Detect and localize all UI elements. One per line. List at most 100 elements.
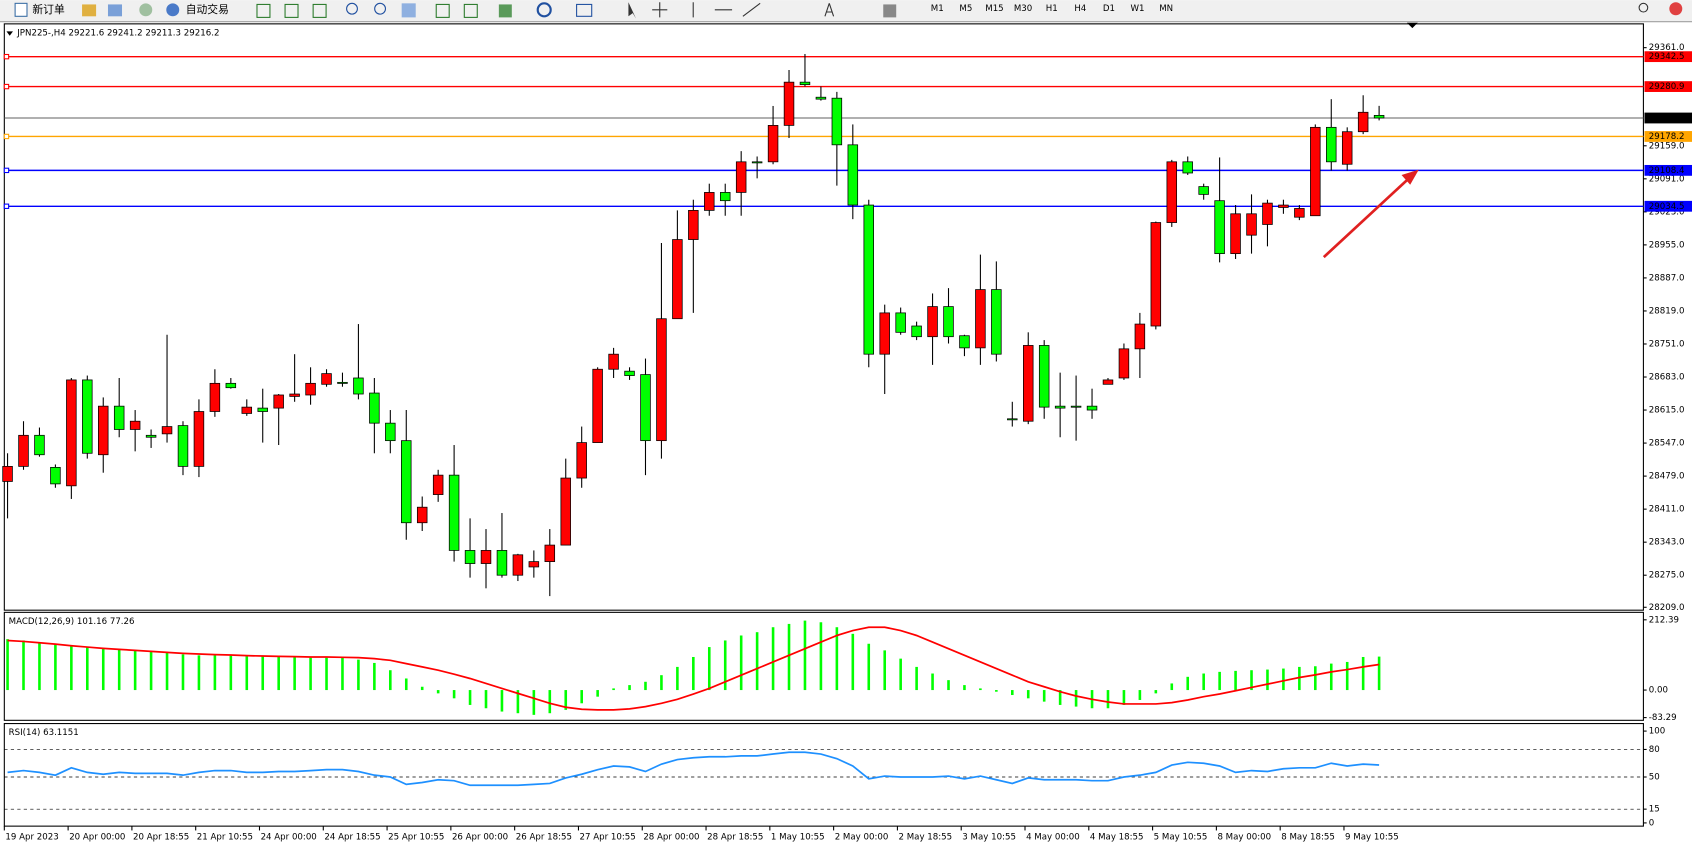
level-handle: [3, 53, 10, 60]
y-tick-label: 28683.0: [1649, 373, 1685, 383]
icon[interactable]: [284, 3, 299, 18]
y-tick-label: 80: [1649, 745, 1660, 755]
candle-body: [1278, 204, 1289, 208]
candle-body: [305, 382, 316, 396]
timeframe-button[interactable]: M5: [959, 4, 972, 14]
icon[interactable]: [435, 3, 450, 18]
icon[interactable]: [107, 4, 123, 17]
signal-value: 77.26: [110, 616, 135, 626]
search-icon[interactable]: [1638, 2, 1649, 13]
y-tick-label: 29023.0: [1649, 207, 1685, 217]
histogram-bar: [931, 673, 934, 691]
candle-body: [1341, 131, 1353, 165]
histogram-bar: [1298, 666, 1301, 691]
timeframe-button[interactable]: W1: [1131, 4, 1145, 14]
icon[interactable]: [463, 3, 478, 18]
x-tick-label: 2 May 18:55: [898, 832, 952, 842]
icon[interactable]: [401, 3, 416, 18]
y-tick-label: 0: [1649, 818, 1654, 828]
histogram-bar: [1138, 690, 1142, 700]
candle-body: [927, 306, 938, 338]
icon[interactable]: [139, 3, 153, 17]
candle-body: [225, 382, 237, 389]
y-tick-label: 28955.0: [1649, 240, 1685, 250]
timeframe-button[interactable]: M1: [931, 4, 944, 14]
level-tag: [1644, 81, 1692, 92]
y-tick-label: -83.29: [1649, 713, 1677, 723]
candle-body: [991, 289, 1002, 355]
x-tick-label: 24 Apr 00:00: [261, 832, 317, 842]
candle-body: [289, 393, 300, 397]
icon[interactable]: [256, 3, 271, 18]
icon[interactable]: [346, 2, 358, 15]
histogram-bar: [389, 670, 392, 691]
main-pane: [3, 23, 1644, 611]
auto-trading-button[interactable]: 自动交易: [166, 3, 229, 17]
histogram-bar: [70, 645, 73, 691]
candle-body: [2, 466, 13, 482]
histogram-bar: [787, 623, 791, 691]
histogram-bar: [500, 690, 504, 712]
candle-body: [1054, 405, 1066, 409]
timeframe-button[interactable]: M30: [1014, 4, 1032, 14]
candle-body: [257, 407, 268, 412]
candle-body: [863, 204, 874, 355]
histogram-bar: [1282, 668, 1285, 691]
x-tick-label: 3 May 10:55: [962, 832, 1016, 842]
icon[interactable]: [883, 4, 897, 18]
annotation-arrow: [1322, 169, 1419, 259]
histogram-bar: [1345, 661, 1349, 691]
timeframe-button[interactable]: M15: [985, 4, 1003, 14]
icon[interactable]: [498, 4, 512, 18]
histogram-bar: [596, 690, 599, 697]
icon[interactable]: [652, 2, 668, 18]
histogram-bar: [803, 620, 807, 691]
close-value: 29216.2: [184, 28, 220, 38]
icon[interactable]: [312, 3, 327, 18]
icon[interactable]: [824, 3, 835, 17]
candle-body: [448, 474, 460, 551]
icon[interactable]: [576, 3, 593, 17]
histogram-bar: [707, 647, 711, 691]
candle-body: [672, 239, 683, 320]
candle-body: [1246, 213, 1257, 236]
timeframe-button[interactable]: H4: [1074, 4, 1086, 14]
candle-body: [50, 466, 61, 485]
histogram-bar: [197, 655, 201, 691]
histogram-bar: [771, 627, 775, 691]
timeframe-button[interactable]: MN: [1159, 4, 1173, 14]
candle-body: [783, 81, 795, 126]
level-handle: [3, 133, 10, 140]
last-price-tag: [1644, 112, 1692, 124]
timeframe-button[interactable]: D1: [1103, 4, 1115, 14]
level-tag: [1644, 51, 1692, 63]
candle-body: [1214, 200, 1225, 255]
icon[interactable]: [536, 2, 552, 18]
candle-body: [401, 440, 412, 524]
icon[interactable]: [374, 2, 387, 15]
y-tick-label: 100: [1649, 727, 1665, 737]
histogram-bar: [851, 633, 855, 691]
timeframe-button[interactable]: H1: [1046, 4, 1058, 14]
candle-body: [1007, 418, 1018, 421]
candle-body: [129, 420, 141, 430]
candle-body: [480, 550, 492, 564]
candle-body: [640, 374, 651, 442]
histogram-bar: [979, 688, 982, 691]
candle-body: [416, 506, 428, 524]
icon[interactable]: [628, 2, 636, 19]
histogram-bar: [867, 643, 871, 691]
histogram-bar: [1218, 671, 1221, 691]
candle-body: [656, 318, 667, 442]
candle-body: [544, 544, 556, 562]
new-order-button[interactable]: 新订单: [14, 2, 65, 17]
y-tick-label: 28209.0: [1649, 603, 1685, 613]
histogram-bar: [516, 690, 520, 714]
candle-body: [98, 405, 109, 456]
candle-body: [719, 192, 731, 202]
histogram-bar: [676, 666, 679, 691]
icon[interactable]: [742, 2, 761, 17]
icon[interactable]: [82, 4, 97, 17]
notification-icon[interactable]: [1669, 2, 1683, 16]
